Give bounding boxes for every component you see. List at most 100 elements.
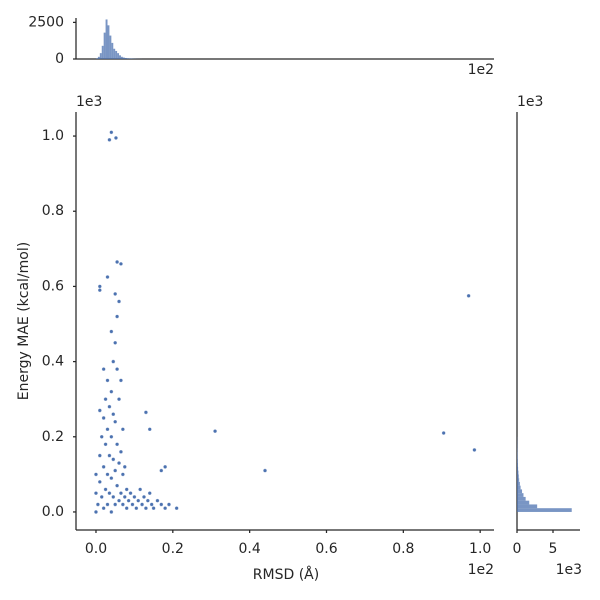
point: [111, 494, 116, 499]
histogram-bar: [517, 474, 519, 479]
point: [120, 502, 125, 507]
histogram-bar: [517, 470, 519, 475]
histogram-bar: [517, 455, 518, 460]
point: [143, 506, 148, 511]
point: [115, 367, 120, 372]
point: [167, 502, 171, 507]
point: [103, 397, 108, 402]
point: [111, 412, 116, 417]
point: [101, 416, 106, 420]
histogram-bar: [101, 45, 104, 59]
point: [103, 442, 108, 447]
point: [120, 472, 125, 477]
point: [117, 461, 121, 466]
point: [97, 479, 102, 484]
histogram-bar: [126, 58, 129, 59]
point: [132, 494, 137, 499]
point: [105, 472, 110, 477]
point: [115, 442, 120, 447]
point: [99, 434, 104, 439]
histogram-bar: [103, 32, 106, 59]
point: [97, 453, 102, 458]
point: [113, 340, 118, 345]
x-tick-label: 0.4: [239, 541, 261, 557]
x-axis-label: RMSD (Å): [253, 566, 319, 583]
histogram-bar: [517, 489, 523, 494]
point: [117, 397, 121, 402]
histogram-bar: [119, 55, 121, 59]
point: [105, 378, 110, 383]
point: [140, 502, 145, 507]
y-offset: 1e3: [76, 94, 102, 110]
histogram-bar: [517, 493, 524, 497]
point: [109, 476, 114, 481]
point: [105, 502, 110, 507]
point: [109, 389, 114, 394]
point: [97, 408, 102, 413]
histogram-bar: [95, 58, 98, 59]
point: [99, 494, 104, 499]
x-offset: 1e3: [556, 562, 582, 578]
point: [136, 498, 141, 503]
point: [124, 487, 129, 492]
point: [149, 502, 154, 507]
point: [122, 494, 127, 499]
point: [105, 427, 110, 432]
point: [95, 502, 100, 507]
x-tick-label: 0.8: [392, 541, 414, 557]
point: [113, 502, 118, 507]
x-tick-label: 0: [513, 541, 522, 557]
point: [122, 464, 127, 469]
histogram-bar: [107, 25, 110, 60]
point: [159, 468, 164, 473]
point: [119, 261, 123, 266]
point: [119, 491, 123, 496]
histogram-bar: [111, 42, 114, 59]
x-tick-label: 5: [549, 541, 558, 557]
point: [107, 491, 112, 496]
point: [101, 506, 106, 511]
histogram-bar: [97, 56, 100, 59]
point: [126, 498, 131, 503]
point: [128, 491, 133, 496]
point: [143, 410, 148, 415]
x-tick-label: 0.2: [162, 541, 184, 557]
point: [97, 288, 102, 293]
point: [115, 483, 120, 488]
point: [115, 260, 120, 264]
point: [124, 506, 129, 511]
y-tick-label: 0: [55, 51, 64, 67]
x-tick-label: 0.0: [85, 541, 107, 557]
point: [97, 284, 102, 289]
point: [111, 457, 116, 462]
histogram-bar: [99, 53, 102, 59]
point: [94, 472, 98, 477]
point: [145, 498, 150, 503]
y-tick-label: 1.0: [42, 128, 64, 144]
point: [105, 275, 110, 279]
point: [117, 299, 121, 304]
point: [115, 314, 120, 319]
y-tick-label: 0.2: [42, 429, 64, 445]
y-offset: 1e3: [517, 94, 543, 110]
point: [107, 137, 112, 142]
point: [138, 487, 143, 492]
histogram-bar: [517, 485, 521, 490]
histogram-bar: [122, 57, 125, 59]
point: [130, 502, 135, 507]
histogram-bar: [517, 466, 519, 471]
histogram-bar: [105, 19, 108, 59]
histogram-bar: [113, 48, 116, 59]
histogram-bar: [117, 53, 120, 59]
point: [113, 419, 118, 424]
y-tick-label: 2500: [28, 14, 64, 30]
histogram-bar: [517, 459, 518, 464]
point: [263, 468, 267, 473]
point: [142, 494, 146, 499]
point: [119, 378, 123, 383]
point: [109, 434, 114, 439]
point: [114, 135, 118, 140]
y-tick-label: 0.6: [42, 278, 64, 294]
point: [111, 359, 116, 364]
point: [163, 464, 168, 469]
